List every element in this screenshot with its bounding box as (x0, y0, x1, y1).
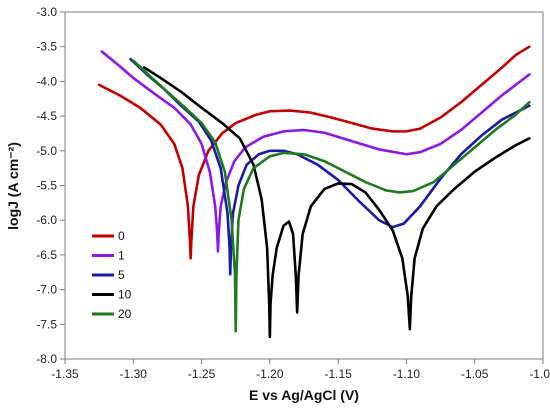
axes (60, 11, 544, 364)
y-tick-label: -3.5 (36, 40, 57, 54)
y-tick-label: -7.0 (36, 283, 57, 297)
x-tick-label: -1.15 (324, 367, 352, 381)
x-tick-label: -1.20 (256, 367, 284, 381)
y-tick-label: -6.0 (36, 213, 57, 227)
x-axis-title: E vs Ag/AgCl (V) (249, 387, 359, 403)
plot-area (97, 45, 531, 339)
legend: 0 1 5 10 20 (92, 229, 132, 321)
legend-label-0: 0 (118, 229, 125, 243)
y-tick-label: -8.0 (36, 352, 57, 366)
series-line-20 (131, 59, 531, 333)
series-line-0 (97, 45, 531, 260)
y-tick-label: -5.0 (36, 144, 57, 158)
x-tick-label: -1.05 (461, 367, 489, 381)
y-tick-label: -4.5 (36, 109, 57, 123)
legend-label-5: 5 (118, 268, 125, 282)
legend-label-10: 10 (118, 288, 132, 302)
series-line-5 (129, 57, 531, 276)
legend-label-1: 1 (118, 249, 125, 263)
x-tick-label: -1.00 (529, 367, 550, 381)
y-tick-label: -7.5 (36, 317, 57, 331)
x-tick-label: -1.30 (120, 367, 148, 381)
legend-label-20: 20 (118, 307, 132, 321)
y-axis-title: logJ (A cm⁻²) (5, 142, 21, 230)
x-tick-label: -1.25 (188, 367, 216, 381)
y-tick-label: -6.5 (36, 248, 57, 262)
y-tick-label: -4.0 (36, 74, 57, 88)
tick-labels: -1.35 -1.30 -1.25 -1.20 -1.15 -1.10 -1.05 -1.00… (36, 5, 550, 381)
x-tick-label: -1.35 (51, 367, 79, 381)
series-line-10 (142, 66, 531, 339)
y-tick-label: -3.0 (36, 5, 57, 19)
series-line-1 (100, 50, 531, 253)
x-tick-label: -1.10 (393, 367, 421, 381)
y-tick-label: -5.5 (36, 179, 57, 193)
